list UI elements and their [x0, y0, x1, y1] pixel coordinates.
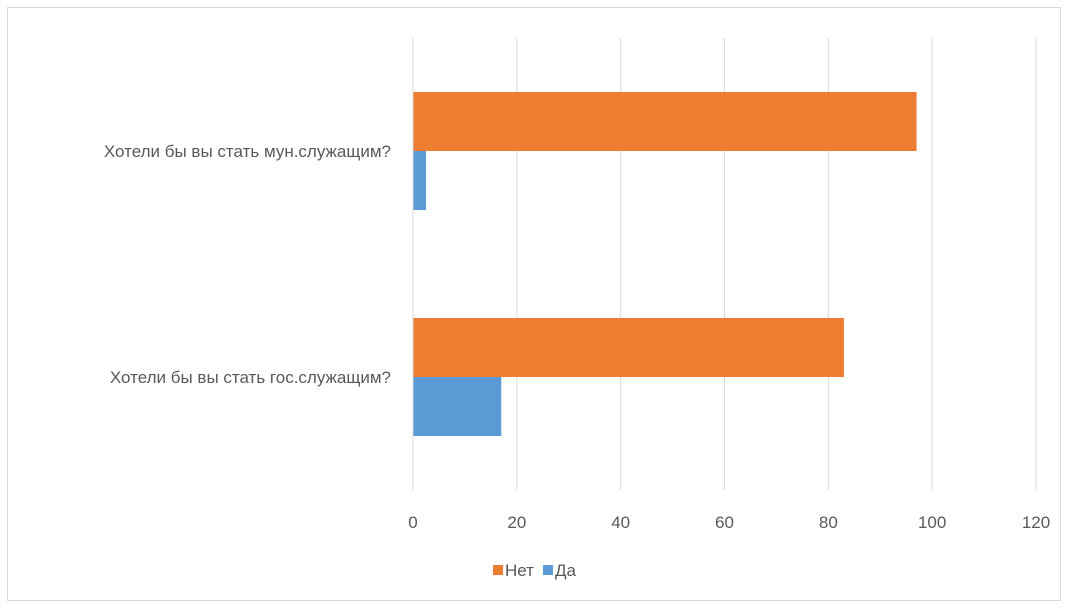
legend: Нет Да [493, 561, 576, 580]
x-tick-label: 80 [819, 513, 838, 532]
x-tick-labels: 0 20 40 60 80 100 120 [408, 513, 1050, 532]
x-tick-label: 40 [611, 513, 630, 532]
x-tick-label: 60 [715, 513, 734, 532]
bar-Нет-1 [413, 318, 844, 377]
x-tick-label: 100 [918, 513, 946, 532]
category-label: Хотели бы вы стать гос.служащим? [110, 368, 391, 387]
bar-Да-1 [413, 377, 502, 436]
legend-swatch-Нет [493, 565, 503, 575]
bar-Да-0 [413, 151, 426, 210]
bars [413, 92, 917, 436]
category-labels: Хотели бы вы стать мун.служащим? Хотели б… [104, 142, 391, 387]
bar-Нет-0 [413, 92, 917, 151]
category-label: Хотели бы вы стать мун.служащим? [104, 142, 391, 161]
legend-swatch-Да [542, 565, 553, 575]
x-tick-label: 120 [1022, 513, 1050, 532]
x-tick-label: 20 [507, 513, 526, 532]
x-tick-label: 0 [408, 513, 417, 532]
legend-label: Да [555, 561, 577, 580]
legend-label: Нет [505, 561, 534, 580]
